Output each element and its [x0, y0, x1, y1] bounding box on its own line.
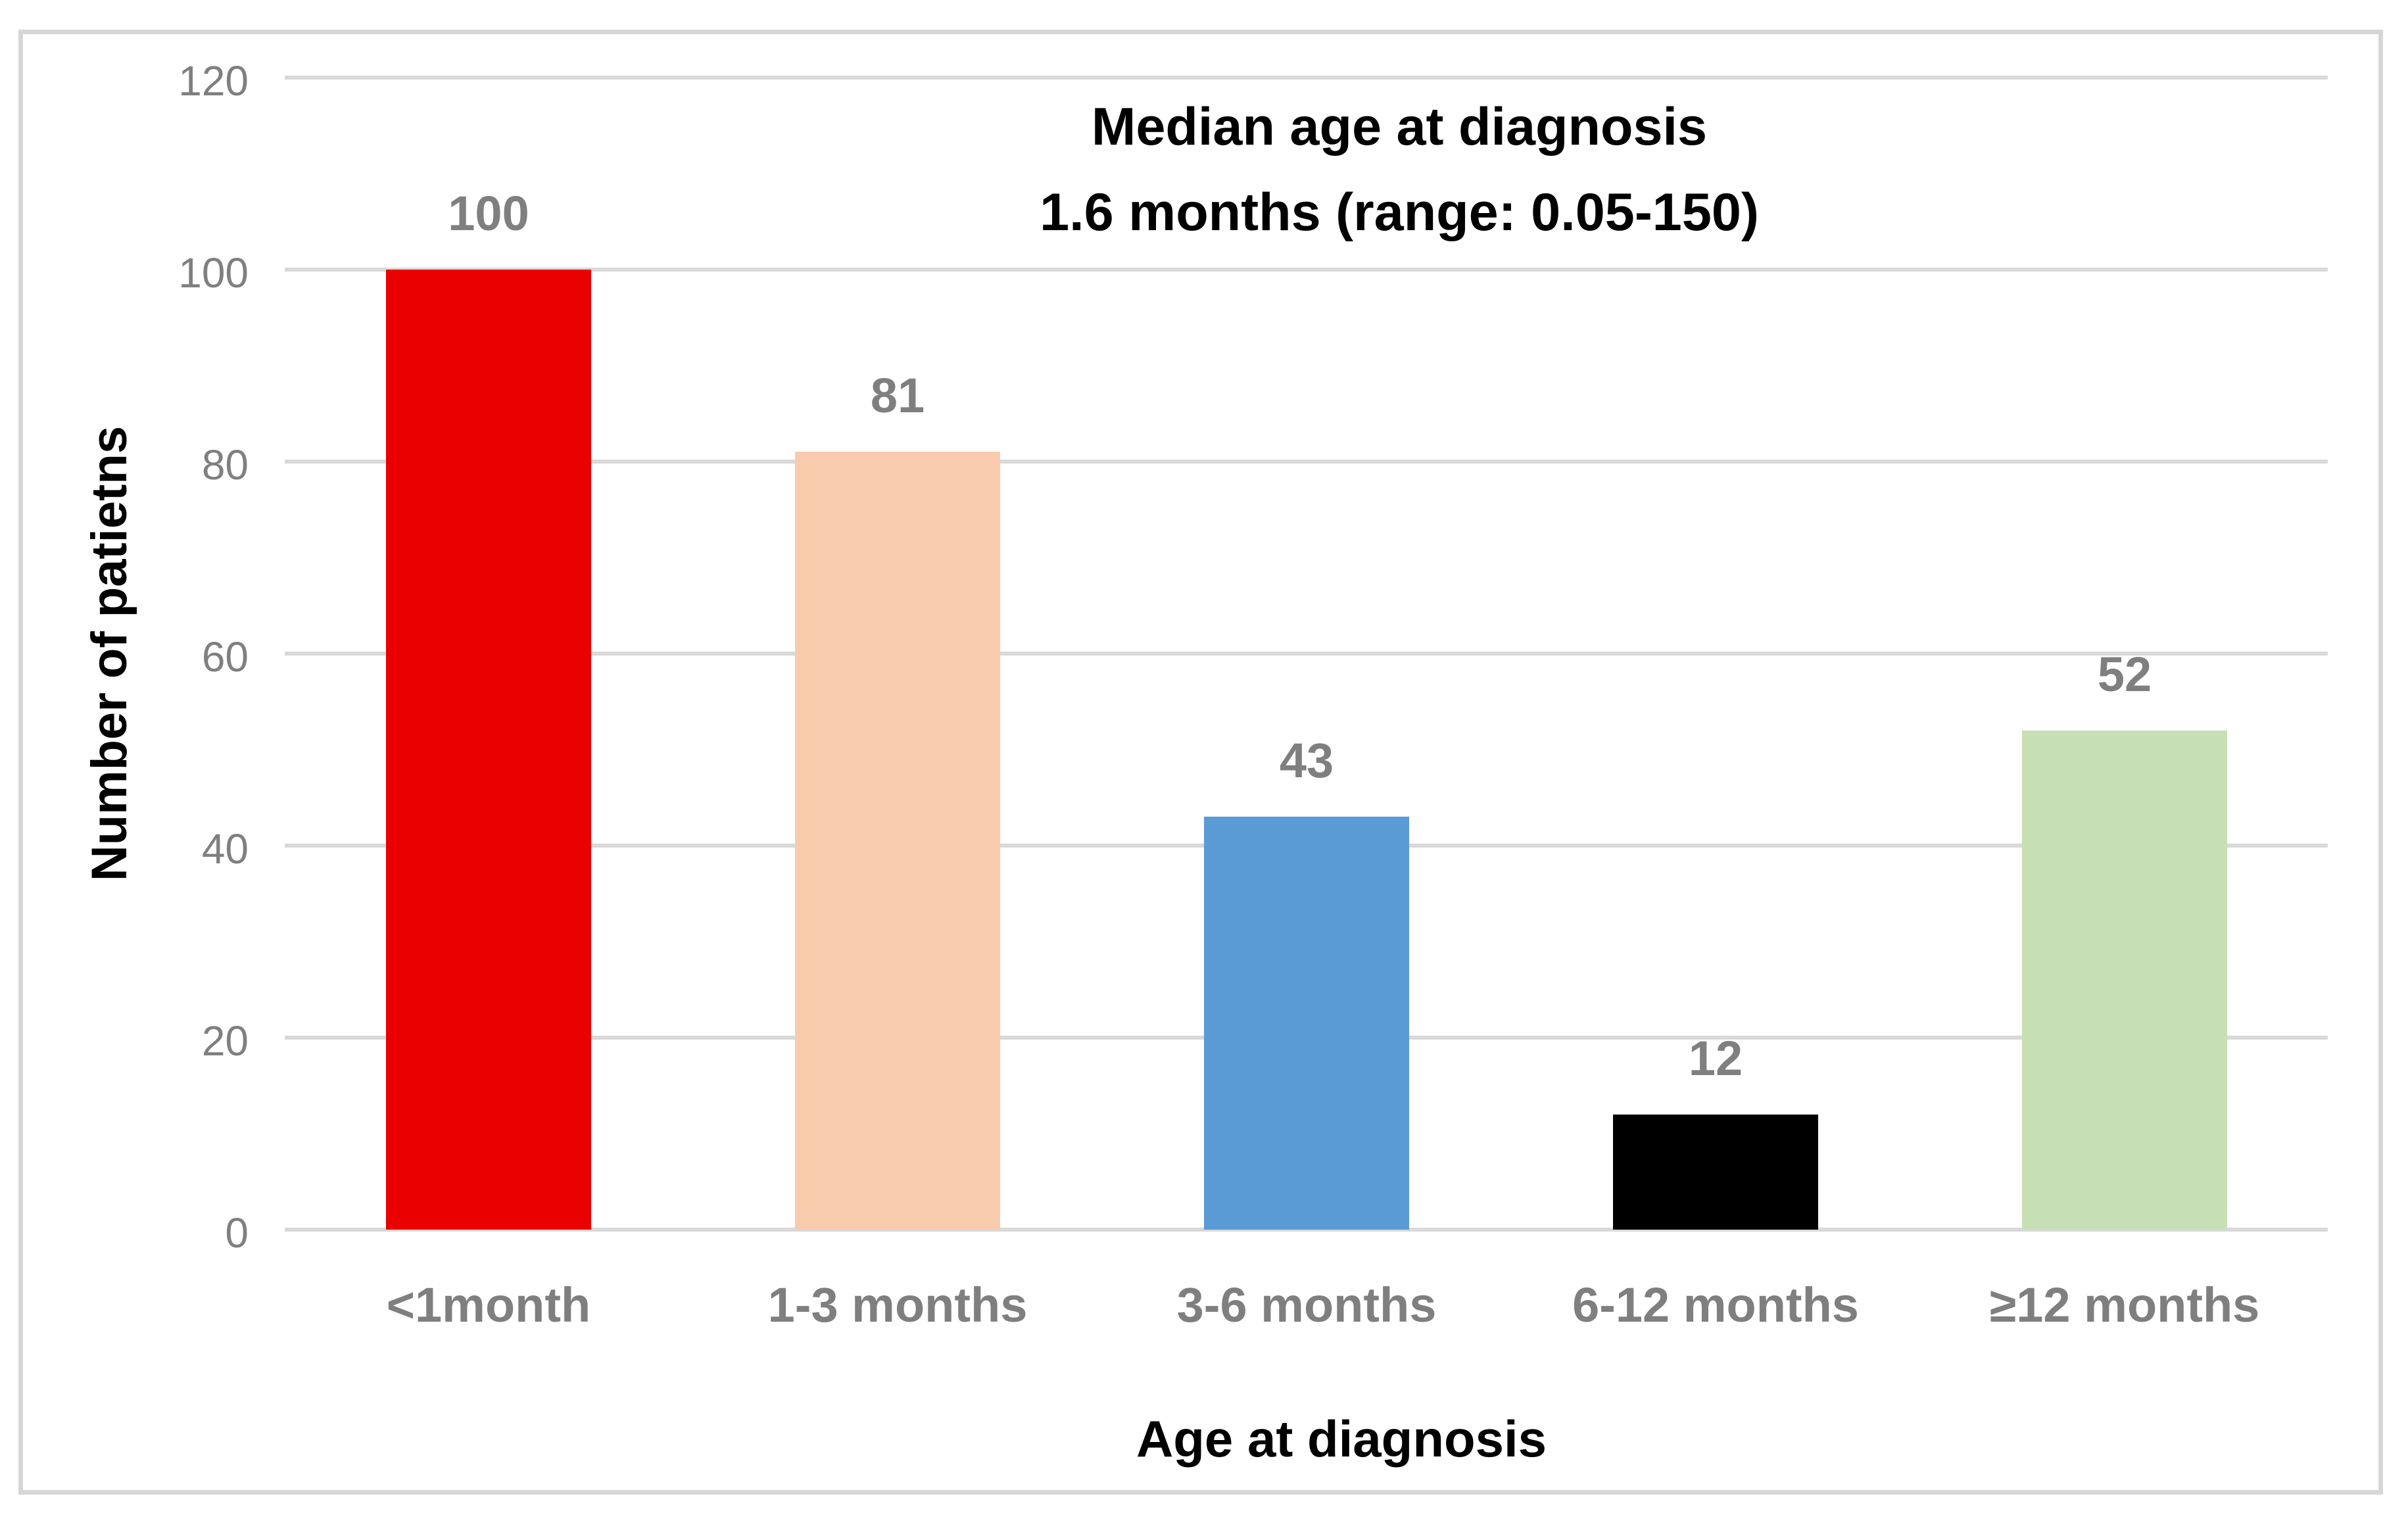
- y-tick-label-0: 0: [225, 1209, 249, 1257]
- bar-value-label-2: 81: [870, 368, 925, 423]
- x-category-label-4: 6-12 months: [1572, 1278, 1859, 1332]
- y-tick-label-60: 60: [201, 633, 249, 681]
- bar-5: [2022, 731, 2227, 1230]
- chart-title-line1: Median age at diagnosis: [1091, 97, 1708, 156]
- bar-value-label-1: 100: [448, 186, 529, 241]
- y-tick-label-80: 80: [201, 441, 249, 489]
- x-category-label-5: ≥12 months: [1989, 1278, 2260, 1332]
- gridline-80: [285, 460, 2328, 464]
- bar-1: [386, 270, 591, 1230]
- chart-title: Median age at diagnosis 1.6 months (rang…: [742, 84, 2057, 255]
- y-axis-title: Number of patietns: [82, 425, 137, 882]
- y-tick-label-100: 100: [178, 249, 249, 297]
- bar-2: [795, 452, 1000, 1230]
- y-tick-label-40: 40: [201, 825, 249, 873]
- bar-4: [1613, 1115, 1818, 1230]
- chart-title-line2: 1.6 months (range: 0.05-150): [1040, 183, 1759, 242]
- bar-value-label-5: 52: [2097, 647, 2152, 702]
- x-axis-title: Age at diagnosis: [1136, 1410, 1547, 1468]
- x-category-label-3: 3-6 months: [1176, 1278, 1437, 1332]
- x-category-label-2: 1-3 months: [767, 1278, 1028, 1332]
- x-category-label-1: <1month: [386, 1278, 591, 1332]
- gridline-0: [285, 1228, 2328, 1232]
- gridline-120: [285, 76, 2328, 80]
- bar-value-label-4: 12: [1688, 1031, 1743, 1086]
- bar-3: [1204, 817, 1409, 1230]
- gridline-100: [285, 268, 2328, 272]
- bar-value-label-3: 43: [1279, 733, 1334, 788]
- y-tick-label-120: 120: [178, 57, 249, 105]
- y-tick-label-20: 20: [201, 1017, 249, 1065]
- gridline-60: [285, 652, 2328, 656]
